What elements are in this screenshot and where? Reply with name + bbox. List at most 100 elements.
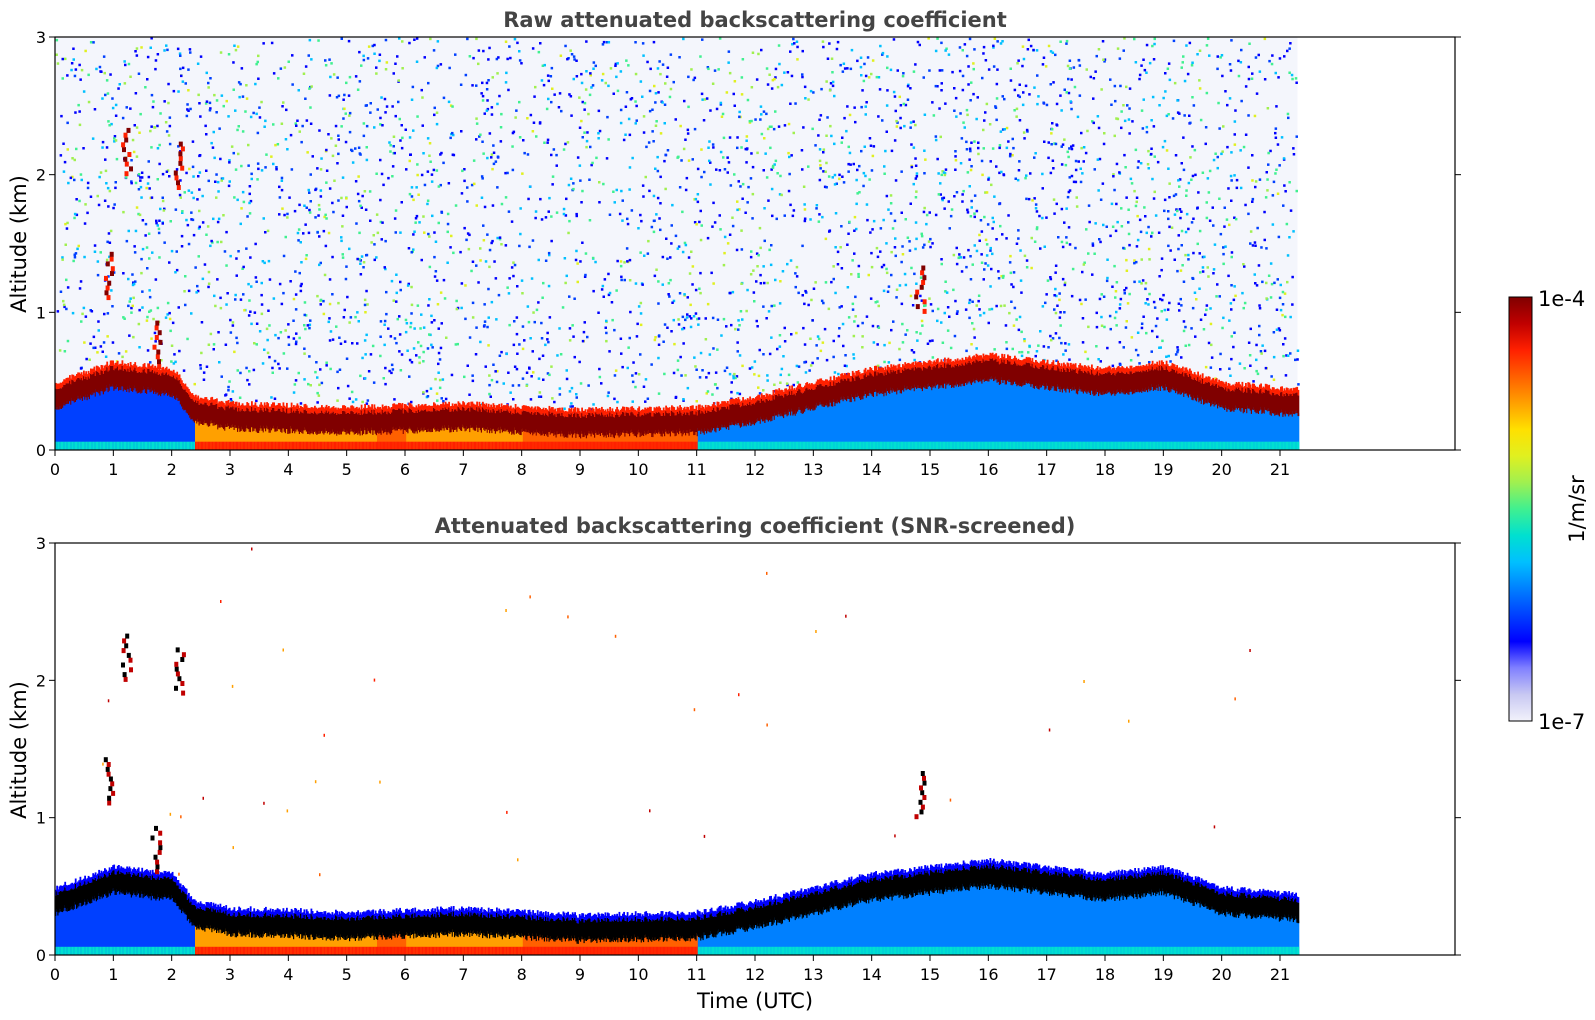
raw-noise-pixel bbox=[304, 314, 308, 317]
raw-surface-band bbox=[261, 441, 264, 450]
raw-noise-pixel bbox=[671, 203, 674, 207]
raw-noise-pixel bbox=[1068, 59, 1072, 62]
raw-noise-pixel bbox=[381, 221, 384, 224]
raw-noise-pixel bbox=[1289, 42, 1292, 45]
raw-noise-pixel bbox=[479, 340, 482, 344]
raw-noise-pixel bbox=[631, 156, 634, 160]
raw-noise-pixel bbox=[687, 256, 691, 259]
raw-noise-pixel bbox=[1223, 206, 1226, 209]
raw-noise-pixel bbox=[893, 95, 897, 98]
raw-noise-pixel bbox=[914, 196, 918, 199]
raw-noise-pixel bbox=[693, 76, 697, 80]
raw-noise-pixel bbox=[1156, 160, 1160, 164]
raw-noise-pixel bbox=[78, 110, 81, 113]
raw-noise-pixel bbox=[1193, 148, 1197, 152]
raw-noise-pixel bbox=[1190, 327, 1193, 330]
raw-noise-pixel bbox=[995, 165, 998, 168]
raw-noise-pixel bbox=[885, 267, 888, 271]
raw-noise-pixel bbox=[540, 321, 543, 325]
raw-layer-fringe bbox=[340, 408, 343, 414]
raw-layer-fringe bbox=[318, 407, 321, 414]
raw-noise-pixel bbox=[186, 337, 189, 341]
raw-surface-band bbox=[246, 441, 249, 450]
raw-noise-pixel bbox=[443, 297, 447, 300]
raw-aerosol-column bbox=[265, 428, 267, 450]
raw-aerosol-column bbox=[175, 397, 177, 450]
raw-noise-pixel bbox=[1285, 222, 1289, 226]
raw-boundary-layer-top bbox=[246, 407, 249, 429]
raw-noise-pixel bbox=[73, 178, 76, 182]
raw-noise-pixel bbox=[923, 243, 926, 247]
raw-noise-pixel bbox=[436, 64, 440, 68]
raw-boundary-layer-top bbox=[134, 367, 137, 389]
raw-noise-pixel bbox=[228, 380, 231, 383]
raw-noise-pixel bbox=[76, 247, 79, 251]
raw-noise-pixel bbox=[825, 358, 829, 362]
raw-noise-pixel bbox=[1145, 231, 1148, 235]
raw-noise-pixel bbox=[1232, 298, 1236, 302]
raw-noise-pixel bbox=[650, 225, 654, 229]
raw-noise-pixel bbox=[999, 130, 1003, 133]
raw-noise-pixel bbox=[730, 381, 733, 384]
raw-noise-pixel bbox=[552, 148, 556, 151]
raw-surface-band bbox=[272, 441, 274, 450]
raw-boundary-layer-top bbox=[179, 383, 182, 405]
raw-noise-pixel bbox=[953, 109, 956, 112]
raw-noise-pixel bbox=[1106, 276, 1109, 280]
raw-noise-pixel bbox=[320, 157, 323, 160]
raw-noise-pixel bbox=[575, 393, 578, 396]
raw-noise-pixel bbox=[855, 202, 858, 206]
raw-surface-band bbox=[116, 441, 119, 450]
raw-noise-pixel bbox=[1220, 152, 1223, 156]
raw-noise-pixel bbox=[322, 299, 325, 303]
raw-noise-pixel bbox=[146, 78, 149, 81]
raw-noise-pixel bbox=[511, 168, 515, 172]
raw-noise-pixel bbox=[192, 196, 195, 200]
raw-noise-pixel bbox=[392, 72, 395, 75]
raw-noise-pixel bbox=[265, 327, 269, 331]
raw-aerosol-column bbox=[296, 426, 299, 450]
raw-noise-pixel bbox=[802, 326, 805, 330]
raw-surface-band bbox=[267, 441, 270, 450]
raw-noise-pixel bbox=[745, 135, 749, 138]
raw-noise-pixel bbox=[1055, 359, 1058, 362]
raw-noise-pixel bbox=[415, 37, 419, 40]
raw-noise-pixel bbox=[157, 231, 161, 235]
raw-noise-pixel bbox=[1068, 189, 1072, 192]
raw-noise-pixel bbox=[65, 227, 69, 230]
raw-noise-pixel bbox=[1272, 180, 1276, 184]
raw-noise-pixel bbox=[158, 143, 161, 147]
raw-noise-pixel bbox=[826, 57, 830, 60]
raw-noise-pixel bbox=[512, 274, 515, 278]
raw-noise-pixel bbox=[832, 265, 835, 268]
raw-noise-pixel bbox=[284, 235, 287, 239]
raw-noise-pixel bbox=[500, 112, 503, 116]
raw-layer-fringe bbox=[380, 408, 383, 415]
raw-boundary-layer-top bbox=[127, 368, 130, 390]
raw-noise-pixel bbox=[774, 110, 777, 113]
raw-noise-pixel bbox=[1228, 319, 1231, 322]
raw-boundary-layer-top bbox=[99, 374, 102, 396]
raw-noise-pixel bbox=[62, 170, 66, 173]
raw-noise-pixel bbox=[185, 218, 188, 222]
raw-layer-fringe bbox=[384, 406, 386, 412]
raw-noise-pixel bbox=[1134, 204, 1138, 208]
raw-noise-pixel bbox=[91, 137, 95, 140]
raw-noise-pixel bbox=[1226, 103, 1229, 107]
raw-noise-pixel bbox=[674, 395, 678, 399]
raw-aerosol-column bbox=[336, 432, 338, 450]
raw-noise-pixel bbox=[460, 306, 463, 310]
raw-surface-band bbox=[212, 441, 215, 450]
raw-noise-pixel bbox=[225, 264, 228, 267]
raw-noise-pixel bbox=[361, 356, 364, 360]
raw-noise-pixel bbox=[1192, 217, 1195, 220]
raw-aerosol-column bbox=[234, 425, 237, 450]
raw-noise-pixel bbox=[88, 358, 91, 361]
raw-noise-pixel bbox=[888, 341, 891, 345]
raw-noise-pixel bbox=[64, 243, 67, 246]
raw-noise-pixel bbox=[111, 97, 114, 100]
raw-boundary-layer-top bbox=[193, 401, 196, 423]
raw-noise-pixel bbox=[723, 168, 727, 171]
raw-noise-pixel bbox=[786, 262, 789, 266]
raw-noise-pixel bbox=[260, 100, 263, 104]
